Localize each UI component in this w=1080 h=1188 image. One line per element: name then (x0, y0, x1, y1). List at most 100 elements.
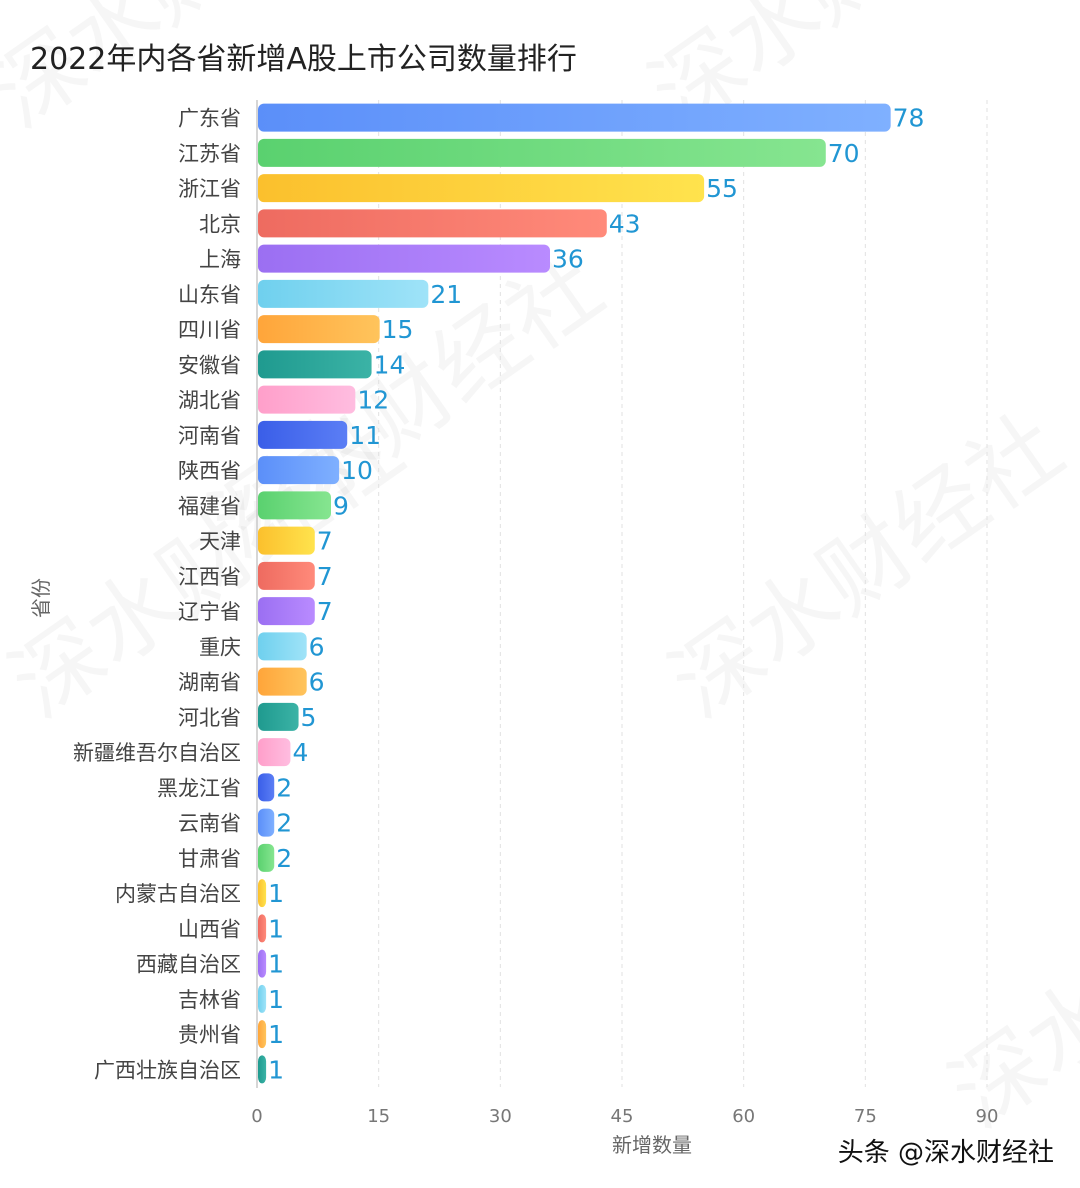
value-label: 1 (268, 1020, 284, 1049)
bar (258, 456, 340, 485)
category-label: 浙江省 (178, 177, 241, 201)
value-label: 14 (374, 350, 406, 379)
x-tick-labels: 0 15 30 45 60 75 90 (251, 1106, 998, 1127)
bar (258, 279, 429, 308)
bar (258, 702, 299, 731)
value-label: 7 (317, 597, 333, 626)
value-label: 1 (268, 985, 284, 1014)
value-label: 1 (268, 914, 284, 943)
bar (258, 350, 372, 379)
value-label: 2 (276, 809, 292, 838)
value-label: 21 (430, 280, 462, 309)
bar (258, 773, 275, 802)
bar (258, 984, 267, 1013)
category-label: 天津 (199, 530, 241, 554)
value-label: 7 (317, 527, 333, 556)
bar (258, 174, 705, 203)
source-watermark: 头条 @深水财经社 (837, 1138, 1054, 1168)
bars (258, 103, 891, 1084)
value-label: 6 (309, 668, 325, 697)
background-watermark-text: 深水财经社 (932, 804, 1080, 1148)
value-label: 6 (309, 632, 325, 661)
value-label: 2 (276, 773, 292, 802)
bar (258, 949, 267, 978)
value-label: 11 (349, 421, 381, 450)
category-label: 上海 (199, 248, 241, 272)
bar (258, 561, 315, 590)
x-axis-label: 新增数量 (612, 1133, 692, 1157)
category-label: 福建省 (178, 494, 241, 518)
value-label: 36 (552, 245, 584, 274)
bar (258, 491, 331, 520)
category-label: 内蒙古自治区 (115, 882, 241, 906)
bar (258, 738, 291, 767)
bar (258, 914, 267, 943)
value-label: 7 (317, 562, 333, 591)
category-label: 江苏省 (178, 142, 241, 166)
category-label: 吉林省 (178, 988, 241, 1012)
value-label: 15 (382, 315, 414, 344)
value-label: 43 (609, 209, 641, 238)
bar (258, 667, 307, 696)
value-label: 70 (828, 139, 860, 168)
bar (258, 138, 826, 167)
bar (258, 385, 356, 414)
value-label: 1 (268, 950, 284, 979)
category-label: 贵州省 (178, 1023, 241, 1047)
category-label: 西藏自治区 (136, 953, 241, 977)
category-label: 辽宁省 (178, 600, 241, 624)
x-tick-label: 60 (732, 1106, 755, 1127)
bar (258, 879, 267, 908)
bar (258, 1055, 267, 1084)
category-label: 河南省 (178, 424, 241, 448)
value-label: 5 (301, 703, 317, 732)
category-label: 湖北省 (178, 389, 241, 413)
category-label: 广西壮族自治区 (94, 1058, 241, 1082)
category-label: 新疆维吾尔自治区 (73, 741, 241, 765)
value-label: 4 (292, 738, 308, 767)
category-labels: 广东省江苏省浙江省北京上海山东省四川省安徽省湖北省河南省陕西省福建省天津江西省辽… (73, 107, 241, 1083)
value-label: 1 (268, 1055, 284, 1084)
bar (258, 526, 315, 555)
value-label: 10 (341, 456, 373, 485)
category-label: 云南省 (178, 812, 241, 836)
category-label: 陕西省 (178, 459, 241, 483)
bar (258, 209, 607, 238)
bar (258, 244, 550, 273)
value-label: 55 (706, 174, 738, 203)
category-label: 甘肃省 (178, 847, 241, 871)
bar (258, 315, 380, 344)
category-label: 四川省 (178, 318, 241, 342)
value-label: 12 (357, 386, 389, 415)
bar (258, 843, 275, 872)
chart-title: 2022年内各省新增A股上市公司数量排行 (30, 42, 577, 77)
category-label: 湖南省 (178, 671, 241, 695)
x-tick-label: 75 (854, 1106, 877, 1127)
category-label: 河北省 (178, 706, 241, 730)
bar (258, 597, 315, 626)
category-label: 安徽省 (178, 353, 241, 377)
category-label: 江西省 (178, 565, 241, 589)
bar (258, 103, 891, 132)
category-label: 山东省 (178, 283, 241, 307)
category-label: 北京 (199, 212, 241, 236)
value-label: 2 (276, 844, 292, 873)
x-tick-label: 90 (976, 1106, 999, 1127)
bar (258, 808, 275, 837)
category-label: 广东省 (178, 107, 241, 131)
bar (258, 1020, 267, 1049)
x-tick-label: 15 (367, 1106, 390, 1127)
category-label: 重庆 (199, 635, 241, 659)
bar (258, 632, 307, 661)
value-label: 78 (893, 104, 925, 133)
x-tick-label: 0 (251, 1106, 262, 1127)
value-label: 9 (333, 491, 349, 520)
value-label: 1 (268, 879, 284, 908)
category-label: 山西省 (178, 917, 241, 941)
x-tick-label: 30 (489, 1106, 512, 1127)
bar (258, 420, 348, 449)
y-axis-label: 省份 (29, 578, 53, 618)
background-watermark-text: 深水财经社 (652, 394, 1080, 738)
